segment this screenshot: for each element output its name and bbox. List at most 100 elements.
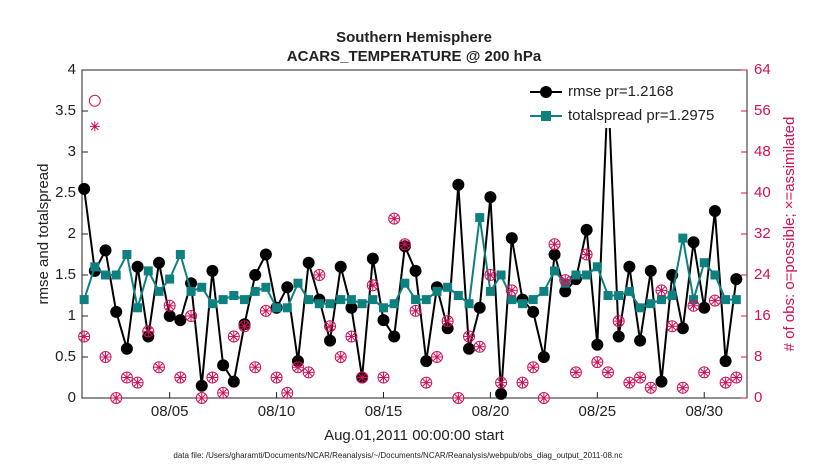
data-point bbox=[152, 256, 165, 269]
data-point bbox=[120, 371, 133, 384]
data-point bbox=[614, 291, 624, 300]
data-point bbox=[249, 361, 262, 374]
data-point bbox=[580, 248, 593, 261]
data-point bbox=[99, 351, 112, 363]
data-point bbox=[507, 295, 517, 305]
data-point bbox=[570, 367, 581, 378]
legend-box bbox=[522, 78, 732, 128]
data-point bbox=[634, 334, 647, 347]
data-point bbox=[186, 286, 196, 296]
data-point bbox=[623, 376, 636, 389]
data-point bbox=[548, 238, 561, 251]
data-point bbox=[473, 340, 486, 353]
y2-tick-label: 8 bbox=[754, 348, 762, 365]
data-point bbox=[281, 386, 294, 399]
data-point bbox=[409, 264, 422, 277]
data-point bbox=[689, 295, 699, 305]
data-point bbox=[645, 382, 656, 393]
y-axis-label: rmse and totalspread bbox=[35, 164, 52, 305]
y2-tick-label: 40 bbox=[754, 184, 771, 201]
data-point bbox=[79, 331, 90, 342]
data-point bbox=[378, 372, 389, 383]
data-point bbox=[142, 325, 155, 338]
data-point bbox=[325, 299, 335, 309]
x-tick-label: 08/10 bbox=[258, 403, 296, 420]
data-point bbox=[206, 264, 219, 277]
data-point bbox=[687, 299, 700, 312]
data-point bbox=[282, 303, 292, 313]
data-point bbox=[549, 239, 560, 250]
data-point bbox=[676, 322, 689, 335]
data-point bbox=[122, 250, 132, 259]
data-point bbox=[185, 310, 198, 322]
y-tick-label: 3.5 bbox=[55, 102, 76, 119]
data-point bbox=[260, 305, 271, 316]
data-point bbox=[272, 303, 282, 313]
data-point bbox=[250, 362, 261, 373]
data-point bbox=[346, 331, 357, 342]
data-point bbox=[656, 285, 667, 296]
data-point bbox=[516, 376, 529, 389]
data-point bbox=[314, 270, 325, 280]
data-point bbox=[100, 352, 111, 362]
data-point bbox=[366, 252, 379, 265]
data-point bbox=[282, 387, 293, 398]
data-point bbox=[582, 270, 592, 280]
data-point bbox=[495, 376, 508, 389]
data-point bbox=[699, 367, 710, 378]
data-point bbox=[239, 321, 250, 332]
y-tick-label: 1 bbox=[68, 307, 76, 324]
y-tick-label: 0.5 bbox=[55, 348, 76, 365]
data-point bbox=[165, 274, 175, 284]
data-point bbox=[420, 376, 433, 389]
data-point bbox=[303, 367, 314, 378]
legend-label: rmse pr=1.2168 bbox=[568, 83, 673, 100]
data-point bbox=[730, 371, 743, 384]
data-point bbox=[399, 239, 410, 250]
data-point bbox=[164, 300, 175, 311]
data-point bbox=[111, 270, 121, 280]
data-point bbox=[133, 303, 143, 313]
data-point bbox=[719, 376, 732, 389]
data-point bbox=[292, 362, 303, 373]
data-point bbox=[217, 359, 230, 372]
data-point bbox=[388, 330, 401, 343]
data-point bbox=[325, 321, 336, 332]
data-point bbox=[699, 258, 709, 268]
y-tick-label: 2 bbox=[68, 225, 76, 242]
data-point bbox=[409, 304, 422, 317]
x-tick-label: 08/05 bbox=[151, 403, 189, 420]
data-point bbox=[186, 311, 197, 321]
data-point bbox=[227, 375, 240, 388]
data-point bbox=[388, 212, 401, 225]
data-point bbox=[688, 300, 699, 311]
y-tick-label: 1.5 bbox=[55, 266, 76, 283]
data-point bbox=[120, 342, 133, 355]
data-point bbox=[496, 270, 506, 280]
x-axis-label: Aug.01,2011 00:00:00 start bbox=[324, 427, 505, 444]
data-point bbox=[453, 393, 464, 403]
data-point bbox=[367, 280, 378, 291]
data-point bbox=[709, 295, 720, 306]
data-point bbox=[143, 266, 153, 276]
data-point bbox=[527, 305, 540, 318]
data-point bbox=[195, 379, 208, 392]
data-point bbox=[667, 291, 677, 300]
data-point bbox=[634, 371, 647, 384]
data-point bbox=[463, 342, 476, 355]
data-point bbox=[291, 361, 304, 374]
data-point bbox=[131, 260, 144, 273]
data-point bbox=[346, 295, 356, 305]
data-point bbox=[678, 233, 688, 243]
data-point bbox=[527, 361, 540, 374]
data-point bbox=[345, 330, 358, 343]
data-point bbox=[196, 393, 207, 403]
data-point bbox=[79, 295, 89, 305]
data-point bbox=[302, 366, 315, 379]
data-point bbox=[389, 299, 399, 309]
data-point bbox=[281, 281, 294, 294]
data-point bbox=[720, 377, 731, 388]
data-point bbox=[259, 304, 272, 317]
y2-tick-label: 32 bbox=[754, 225, 771, 242]
